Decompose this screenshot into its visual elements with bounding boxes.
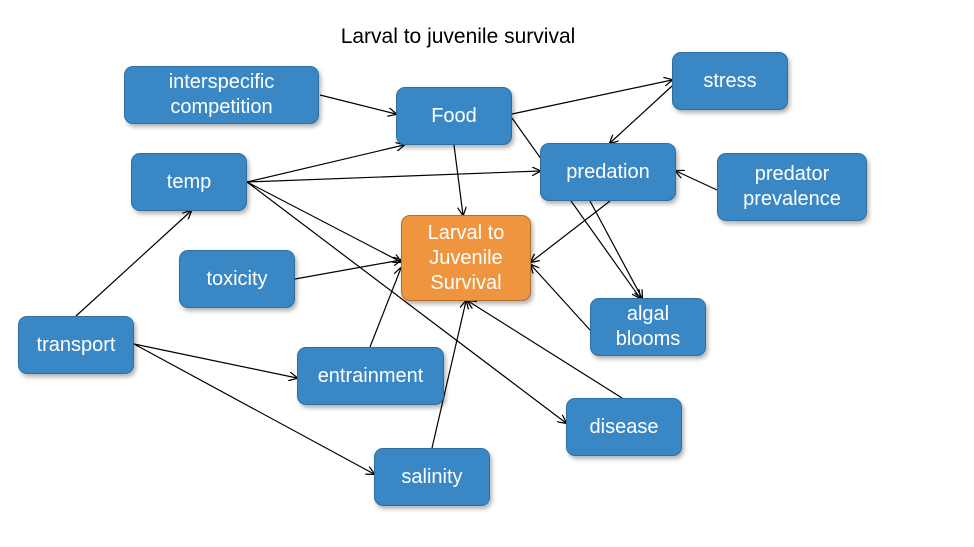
edge-temp-to-disease bbox=[246, 181, 566, 423]
edge-toxicity-to-central bbox=[294, 260, 401, 280]
node-transport: transport bbox=[18, 316, 134, 374]
edge-transport-to-temp bbox=[75, 211, 191, 317]
node-toxicity: toxicity bbox=[179, 250, 295, 308]
edge-temp-to-predation bbox=[246, 171, 540, 183]
edge-disease-to-central bbox=[468, 301, 623, 399]
node-salinity: salinity bbox=[374, 448, 490, 506]
edge-entrainment-to-central bbox=[369, 268, 401, 348]
node-entrainment: entrainment bbox=[297, 347, 444, 405]
node-temp: temp bbox=[131, 153, 247, 211]
node-predation: predation bbox=[540, 143, 676, 201]
node-food: Food bbox=[396, 87, 512, 145]
edge-food-to-central bbox=[453, 144, 463, 215]
edge-stress-to-predation bbox=[610, 85, 673, 143]
edge-predation-to-algal bbox=[589, 200, 642, 298]
edge-algal-to-central bbox=[531, 265, 591, 331]
edge-temp-to-central bbox=[246, 181, 401, 262]
edge-predator_prevalence-to-predation bbox=[676, 171, 718, 191]
edge-transport-to-entrainment bbox=[133, 343, 297, 378]
edge-food-to-algal bbox=[511, 117, 640, 298]
node-interspecific-competition: interspecific competition bbox=[124, 66, 319, 124]
edge-predation-to-central bbox=[531, 200, 611, 262]
node-stress: stress bbox=[672, 52, 788, 110]
diagram-title: Larval to juvenile survival bbox=[340, 25, 576, 48]
edge-food-to-stress bbox=[511, 80, 672, 115]
edge-transport-to-salinity bbox=[133, 343, 374, 474]
edge-interspecific-to-food bbox=[319, 94, 396, 114]
edge-temp-to-food bbox=[246, 145, 404, 183]
node-algal-blooms: algal blooms bbox=[590, 298, 706, 356]
node-disease: disease bbox=[566, 398, 682, 456]
node-larval-to-juvenile-survival: Larval to Juvenile Survival bbox=[401, 215, 531, 301]
edge-salinity-to-central bbox=[431, 301, 466, 449]
node-predator-prevalence: predator prevalence bbox=[717, 153, 867, 221]
